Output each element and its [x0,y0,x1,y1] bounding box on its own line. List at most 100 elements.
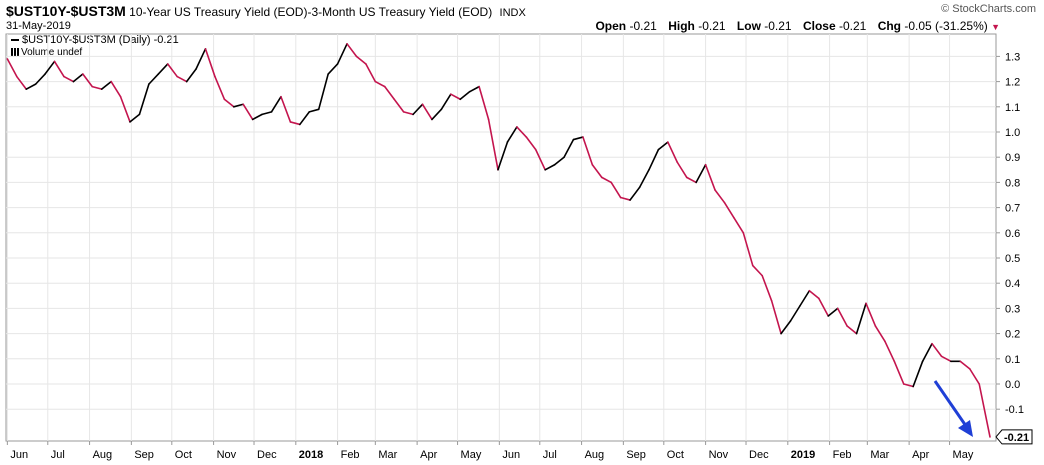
data-point[interactable] [799,305,801,307]
data-point[interactable] [176,76,178,78]
data-point[interactable] [478,86,480,88]
data-point[interactable] [469,91,471,93]
data-point[interactable] [657,149,659,151]
data-point[interactable] [261,113,263,115]
data-point[interactable] [110,81,112,83]
data-point[interactable] [138,113,140,115]
data-point[interactable] [459,98,461,100]
data-point[interactable] [978,383,980,385]
data-point[interactable] [346,43,348,45]
data-point[interactable] [16,76,18,78]
data-point[interactable] [488,118,490,120]
data-point[interactable] [856,333,858,335]
data-point[interactable] [818,297,820,299]
data-point[interactable] [393,98,395,100]
data-point[interactable] [808,290,810,292]
data-point[interactable] [969,368,971,370]
data-point[interactable] [195,68,197,70]
data-point[interactable] [922,360,924,362]
data-point[interactable] [931,343,933,345]
data-point[interactable] [940,355,942,357]
data-point[interactable] [384,86,386,88]
data-point[interactable] [516,126,518,128]
data-point[interactable] [242,103,244,105]
data-point[interactable] [714,189,716,191]
data-point[interactable] [101,88,103,90]
data-point[interactable] [865,302,867,304]
data-point[interactable] [742,232,744,234]
data-point[interactable] [610,181,612,183]
data-point[interactable] [563,156,565,158]
data-point[interactable] [280,96,282,98]
data-point[interactable] [648,169,650,171]
data-point[interactable] [790,320,792,322]
data-point[interactable] [365,63,367,65]
data-point[interactable] [355,55,357,57]
data-point[interactable] [893,360,895,362]
data-point[interactable] [837,307,839,309]
data-point[interactable] [318,108,320,110]
data-point[interactable] [497,169,499,171]
data-point[interactable] [440,108,442,110]
data-point[interactable] [846,325,848,327]
data-point[interactable] [950,360,952,362]
data-point[interactable] [912,386,914,388]
data-point[interactable] [903,383,905,385]
data-point[interactable] [223,98,225,100]
data-point[interactable] [450,93,452,95]
data-point[interactable] [412,113,414,115]
data-point[interactable] [157,73,159,75]
data-point[interactable] [327,73,329,75]
data-point[interactable] [289,121,291,123]
data-point[interactable] [639,186,641,188]
data-point[interactable] [167,63,169,65]
data-point[interactable] [204,48,206,50]
data-point[interactable] [186,81,188,83]
data-point[interactable] [72,81,74,83]
data-point[interactable] [771,300,773,302]
data-point[interactable] [129,121,131,123]
data-point[interactable] [25,88,27,90]
data-point[interactable] [591,164,593,166]
data-point[interactable] [827,315,829,317]
data-point[interactable] [752,265,754,267]
data-point[interactable] [686,176,688,178]
data-point[interactable] [959,360,961,362]
data-point[interactable] [82,73,84,75]
data-point[interactable] [214,76,216,78]
data-point[interactable] [91,86,93,88]
data-point[interactable] [733,217,735,219]
data-point[interactable] [884,340,886,342]
data-point[interactable] [629,199,631,201]
data-point[interactable] [676,161,678,163]
data-point[interactable] [6,58,8,60]
data-point[interactable] [252,118,254,120]
data-point[interactable] [431,118,433,120]
data-point[interactable] [535,149,537,151]
data-point[interactable] [554,164,556,166]
data-point[interactable] [422,103,424,105]
data-point[interactable] [723,202,725,204]
data-point[interactable] [374,81,376,83]
data-point[interactable] [601,176,603,178]
data-point[interactable] [337,63,339,65]
data-point[interactable] [620,197,622,199]
data-point[interactable] [695,181,697,183]
data-point[interactable] [35,83,37,85]
data-point[interactable] [271,111,273,113]
data-point[interactable] [874,325,876,327]
data-point[interactable] [761,275,763,277]
data-point[interactable] [233,106,235,108]
data-point[interactable] [403,111,405,113]
data-point[interactable] [705,164,707,166]
data-point[interactable] [54,60,56,62]
data-point[interactable] [525,136,527,138]
data-point[interactable] [582,136,584,138]
data-point[interactable] [780,333,782,335]
data-point[interactable] [148,83,150,85]
data-point[interactable] [63,76,65,78]
data-point[interactable] [667,141,669,143]
data-point[interactable] [506,141,508,143]
data-point[interactable] [308,111,310,113]
